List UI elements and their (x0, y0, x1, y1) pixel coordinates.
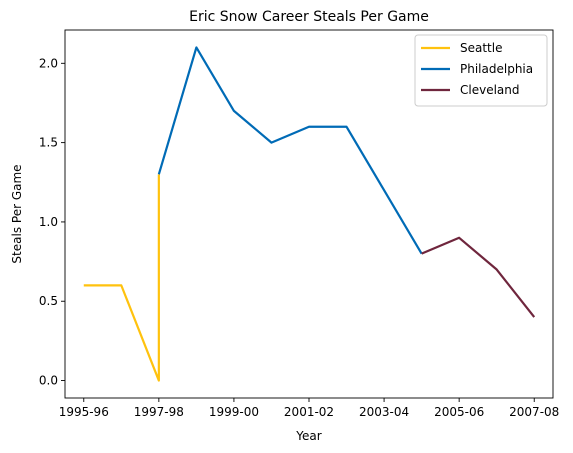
chart-title: Eric Snow Career Steals Per Game (189, 9, 429, 25)
y-axis-label: Steals Per Game (10, 164, 24, 263)
y-axis: 0.0 0.5 1.0 1.5 2.0 (39, 56, 65, 388)
series-line-philadelphia (157, 46, 423, 255)
y-tick-label: 1.0 (39, 215, 58, 229)
legend-label-philadelphia: Philadelphia (460, 62, 533, 76)
x-tick-label: 2007-08 (509, 405, 559, 419)
y-tick-label: 1.5 (39, 136, 58, 150)
y-tick-label: 0.5 (39, 294, 58, 308)
legend-label-cleveland: Cleveland (460, 83, 520, 97)
x-tick-label: 1995-96 (59, 405, 109, 419)
x-tick-label: 2003-04 (359, 405, 409, 419)
plot-area (83, 46, 536, 382)
legend-label-seattle: Seattle (460, 41, 502, 55)
x-axis-label: Year (295, 429, 321, 443)
y-tick-label: 2.0 (39, 56, 58, 70)
series-line-seattle (83, 174, 160, 382)
y-tick-label: 0.0 (39, 374, 58, 388)
x-axis: 1995-96 1997-98 1999-00 2001-02 2003-04 2005-… (59, 398, 559, 419)
x-tick-label: 2001-02 (284, 405, 334, 419)
series-line-cleveland (421, 236, 536, 318)
x-tick-label: 1997-98 (134, 405, 184, 419)
x-tick-label: 2005-06 (434, 405, 484, 419)
legend: Seattle Philadelphia Cleveland (414, 34, 548, 107)
legend-frame (414, 34, 548, 107)
x-tick-label: 1999-00 (209, 405, 259, 419)
